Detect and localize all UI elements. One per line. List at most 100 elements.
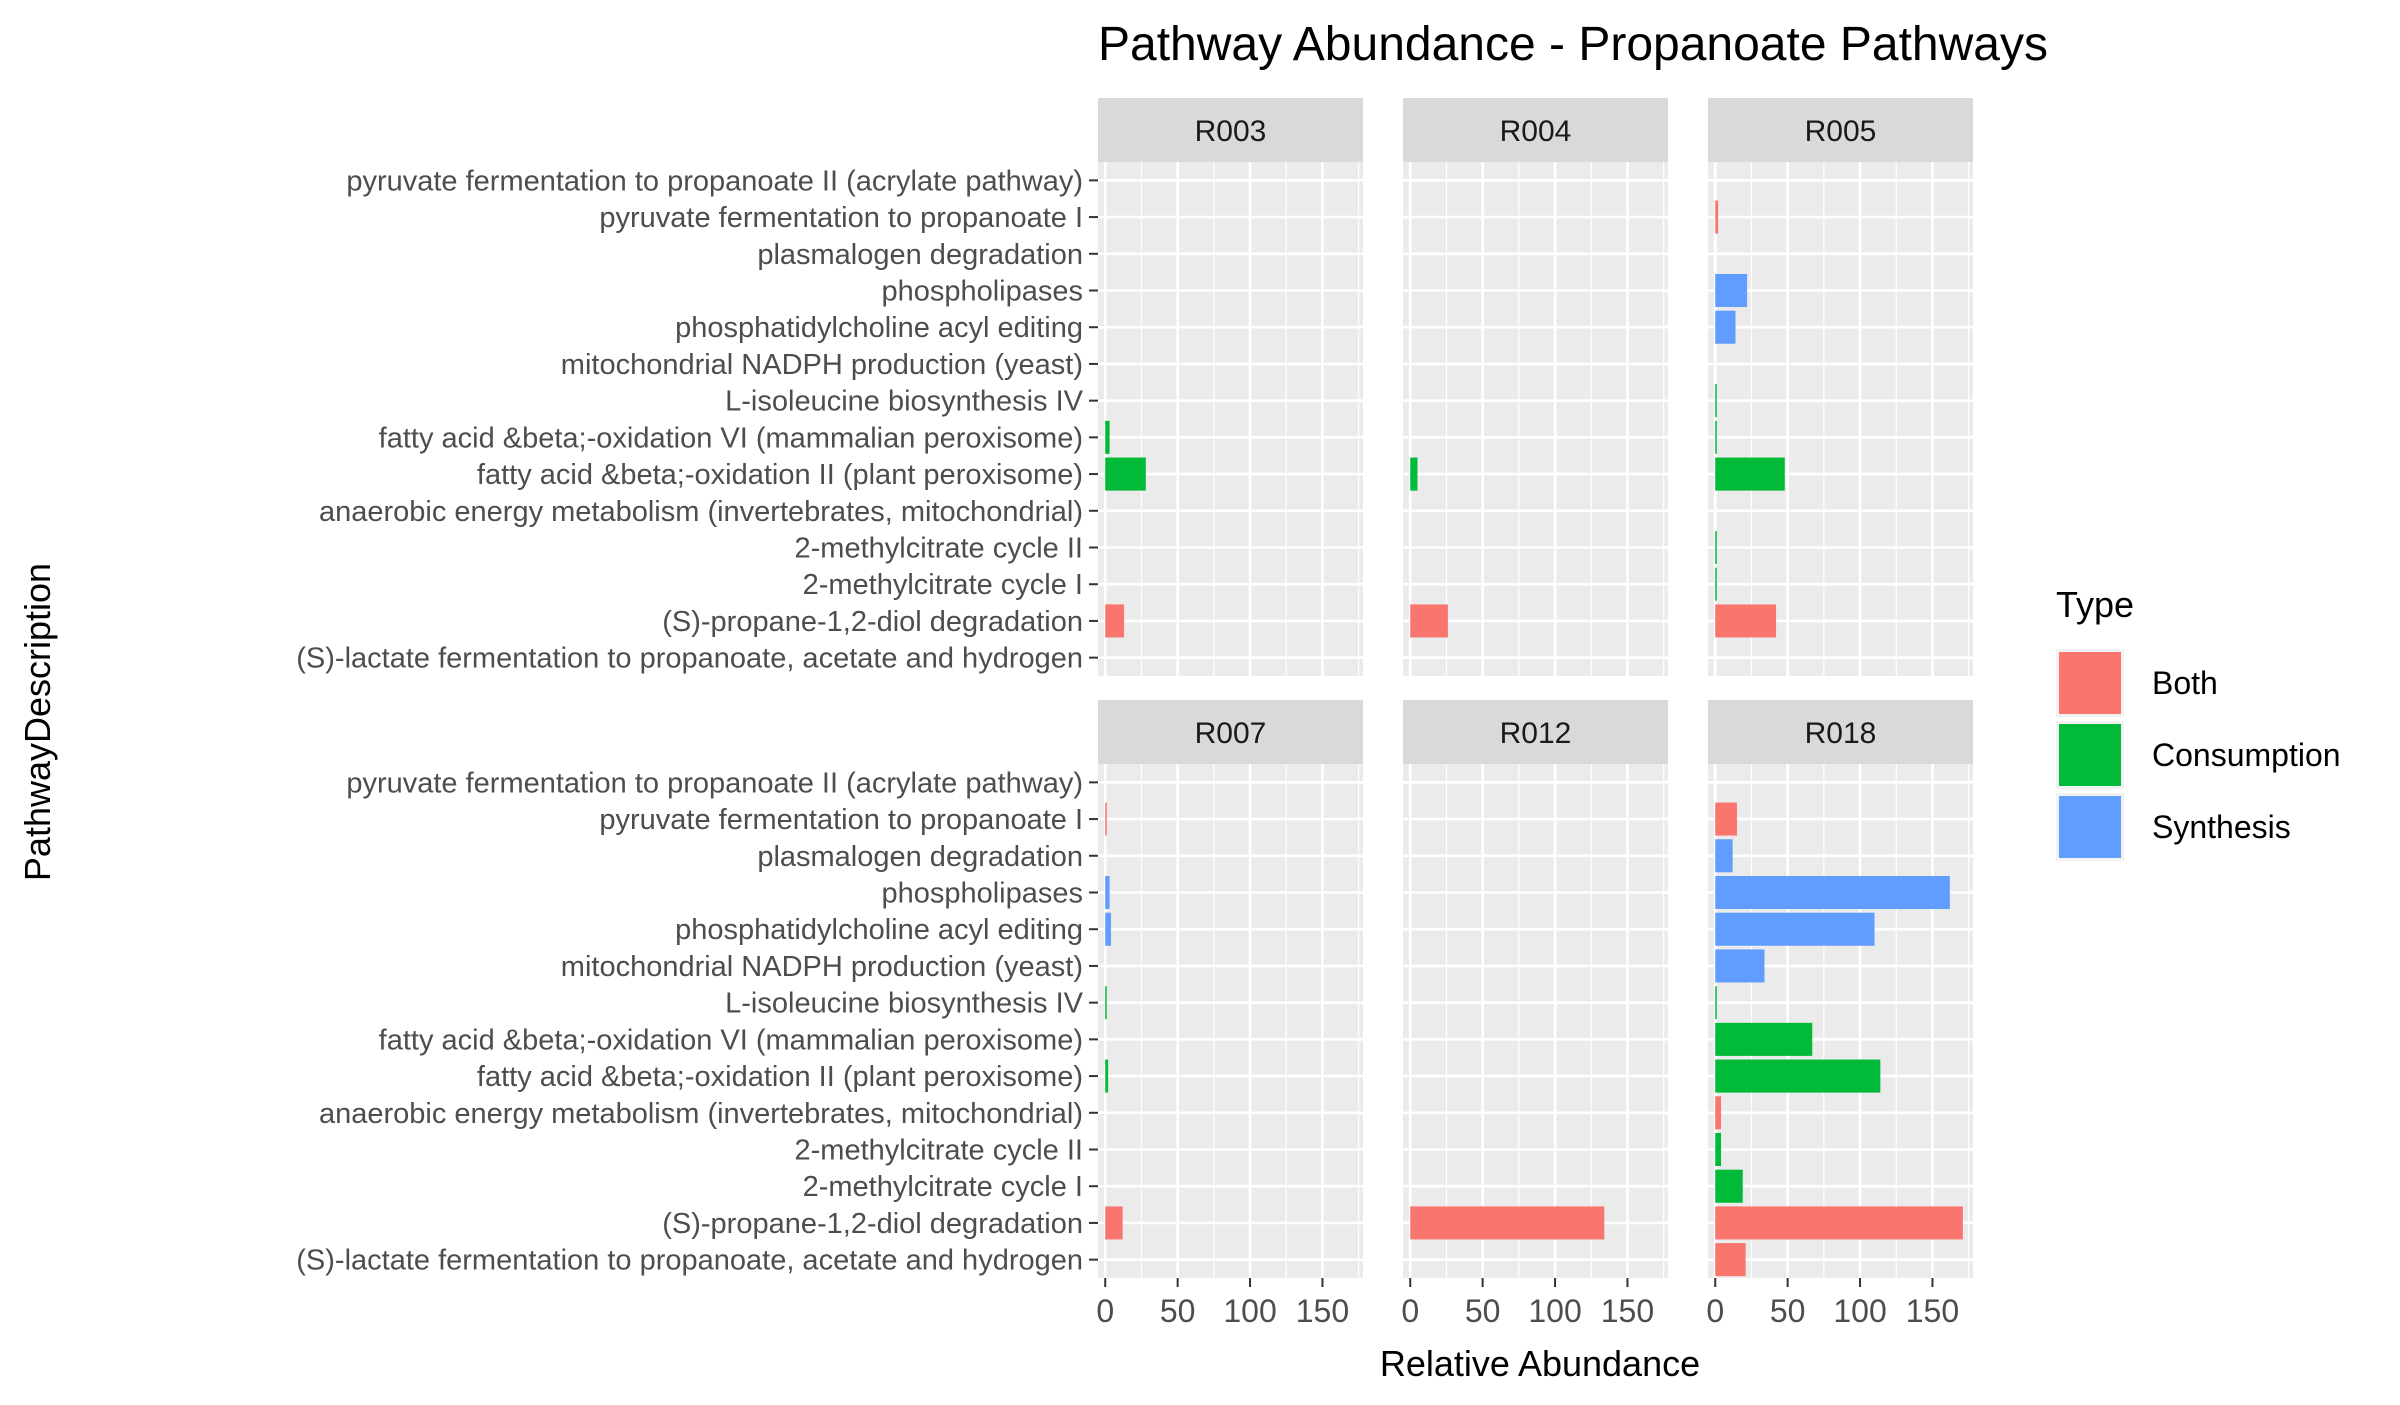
x-tick-label: 150 <box>1296 1293 1349 1329</box>
x-tick-label: 50 <box>1465 1293 1501 1329</box>
y-tick-label: L-isoleucine biosynthesis IV <box>725 988 1084 1020</box>
bar <box>1410 1206 1605 1240</box>
bar <box>1715 310 1736 344</box>
y-tick-label: phospholipases <box>881 878 1083 910</box>
bar <box>1715 802 1737 836</box>
bar <box>1105 1059 1109 1093</box>
facet-strip <box>1403 700 1668 764</box>
y-tick-label: phosphatidylcholine acyl editing <box>675 914 1083 946</box>
bar <box>1105 1206 1123 1240</box>
facet-strip <box>1708 700 1973 764</box>
facet-label: R007 <box>1195 717 1267 750</box>
y-tick-label: anaerobic energy metabolism (invertebrat… <box>319 1098 1083 1130</box>
bar <box>1715 1169 1743 1203</box>
legend-entries: Both Consumption Synthesis <box>2056 649 2341 861</box>
x-tick-label: 100 <box>1223 1293 1276 1329</box>
bar <box>1715 1059 1881 1093</box>
facet-label: R018 <box>1805 717 1877 750</box>
facet-label: R005 <box>1805 115 1877 148</box>
bar <box>1715 1243 1746 1277</box>
bar <box>1715 912 1875 946</box>
y-tick-label: fatty acid &beta;-oxidation II (plant pe… <box>477 1061 1083 1093</box>
facet-panel-R012: R012 <box>1403 700 1668 1278</box>
y-tick-label: 2-methylcitrate cycle I <box>803 1171 1083 1203</box>
bar <box>1410 604 1448 638</box>
legend-label: Both <box>2152 665 2218 701</box>
facet-strip <box>1403 98 1668 162</box>
bar <box>1715 567 1717 601</box>
y-tick-label: (S)-lactate fermentation to propanoate, … <box>296 1245 1083 1277</box>
facet-label: R003 <box>1195 115 1267 148</box>
y-tick-labels: pyruvate fermentation to propanoate II (… <box>296 165 1098 1277</box>
bar <box>1715 1206 1963 1240</box>
bar <box>1715 530 1717 565</box>
facet-label: R012 <box>1500 717 1572 750</box>
y-tick-label: (S)-propane-1,2-diol degradation <box>662 1208 1083 1240</box>
y-tick-label: 2-methylcitrate cycle II <box>795 533 1083 565</box>
facet-strip <box>1098 700 1363 764</box>
y-tick-label: 2-methylcitrate cycle II <box>795 1135 1083 1167</box>
y-tick-label: fatty acid &beta;-oxidation VI (mammalia… <box>379 422 1083 454</box>
facet-panels: R003 R004 R005 R007 R012 R018 <box>1098 98 1973 1278</box>
x-tick-label: 150 <box>1601 1293 1654 1329</box>
bar <box>1715 1022 1813 1056</box>
bar <box>1715 839 1733 873</box>
y-tick-label: pyruvate fermentation to propanoate I <box>599 202 1083 234</box>
bar <box>1105 457 1146 491</box>
y-tick-label: plasmalogen degradation <box>757 239 1083 271</box>
bar <box>1105 604 1125 638</box>
y-tick-label: phospholipases <box>881 276 1083 308</box>
bar <box>1715 457 1785 491</box>
y-axis-title: PathwayDescription <box>17 563 58 881</box>
y-tick-label: pyruvate fermentation to propanoate I <box>599 804 1083 836</box>
x-tick-label: 50 <box>1770 1293 1806 1329</box>
y-tick-label: pyruvate fermentation to propanoate II (… <box>346 165 1083 197</box>
bar <box>1105 802 1107 836</box>
y-tick-label: L-isoleucine biosynthesis IV <box>725 386 1084 418</box>
legend-swatch <box>2059 652 2121 714</box>
x-tick-label: 50 <box>1160 1293 1196 1329</box>
x-tick-label: 0 <box>1706 1293 1724 1329</box>
legend-swatch <box>2059 796 2121 858</box>
panel-background <box>1098 764 1363 1278</box>
x-tick-label: 100 <box>1833 1293 1886 1329</box>
facet-panel-R007: R007 <box>1098 700 1363 1278</box>
panel-background <box>1403 764 1668 1278</box>
y-tick-label: mitochondrial NADPH production (yeast) <box>561 951 1083 983</box>
panel-background <box>1708 162 1973 676</box>
facet-panel-R018: R018 <box>1708 700 1973 1278</box>
y-tick-label: mitochondrial NADPH production (yeast) <box>561 349 1083 381</box>
facet-panel-R003: R003 <box>1098 98 1363 676</box>
bar <box>1715 875 1950 910</box>
bar <box>1715 1132 1722 1167</box>
y-tick-label: fatty acid &beta;-oxidation VI (mammalia… <box>379 1024 1083 1056</box>
facet-panel-R004: R004 <box>1403 98 1668 676</box>
x-axis-title: Relative Abundance <box>1380 1343 1700 1384</box>
legend-label: Synthesis <box>2152 809 2291 845</box>
facet-panel-R005: R005 <box>1708 98 1973 676</box>
bar <box>1715 420 1717 454</box>
y-tick-label: plasmalogen degradation <box>757 841 1083 873</box>
x-tick-label: 100 <box>1528 1293 1581 1329</box>
chart-title: Pathway Abundance - Propanoate Pathways <box>1098 18 2048 71</box>
facet-strip <box>1098 98 1363 162</box>
x-tick-label: 0 <box>1401 1293 1419 1329</box>
legend-title: Type <box>2056 584 2134 625</box>
x-tick-label: 0 <box>1096 1293 1114 1329</box>
panel-background <box>1098 162 1363 676</box>
y-tick-label: anaerobic energy metabolism (invertebrat… <box>319 496 1083 528</box>
y-tick-label: fatty acid &beta;-oxidation II (plant pe… <box>477 459 1083 491</box>
x-tick-label: 150 <box>1906 1293 1959 1329</box>
panel-background <box>1708 764 1973 1278</box>
y-tick-label: 2-methylcitrate cycle I <box>803 569 1083 601</box>
legend-swatch <box>2059 724 2121 786</box>
bar <box>1715 384 1717 418</box>
bar <box>1105 875 1110 910</box>
y-tick-label: (S)-lactate fermentation to propanoate, … <box>296 643 1083 675</box>
facet-label: R004 <box>1500 115 1572 148</box>
bar <box>1105 912 1112 946</box>
facet-strip <box>1708 98 1973 162</box>
bar <box>1715 604 1777 638</box>
